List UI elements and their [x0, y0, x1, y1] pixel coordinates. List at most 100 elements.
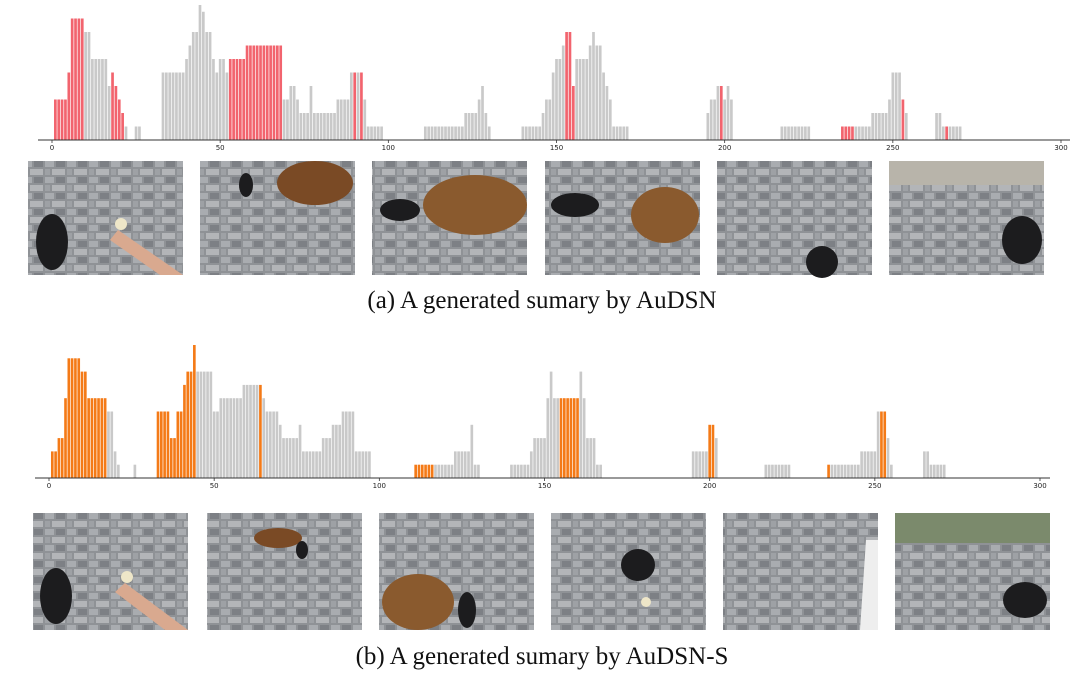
bar [844, 126, 848, 140]
bar [881, 113, 885, 140]
thumbnail [207, 513, 362, 630]
bar [861, 126, 864, 140]
bar [205, 32, 209, 140]
bar [723, 99, 727, 140]
bar [841, 126, 844, 140]
bar [450, 126, 454, 140]
bar [198, 5, 202, 140]
bar [87, 398, 90, 478]
bar [430, 464, 434, 478]
bar [784, 464, 787, 478]
bar [262, 45, 266, 140]
bar [173, 438, 176, 478]
bar [417, 464, 421, 478]
bar [807, 126, 811, 140]
bar [691, 451, 695, 478]
bar [880, 411, 883, 478]
bar [193, 345, 196, 478]
bar [546, 398, 550, 478]
bar [84, 371, 87, 478]
bar [195, 32, 198, 140]
bar [235, 398, 239, 478]
bar [259, 45, 262, 140]
bar [787, 126, 790, 140]
bar [138, 126, 141, 140]
bar [589, 438, 593, 478]
bar [97, 398, 100, 478]
bar [319, 113, 323, 140]
bar [528, 126, 531, 140]
bar [298, 424, 302, 478]
caption: (a) A generated sumary by AuDSN [367, 287, 716, 314]
bar [54, 99, 57, 140]
bar [235, 59, 239, 140]
bar [255, 45, 259, 140]
bar [780, 126, 784, 140]
bar [871, 113, 874, 140]
bar [178, 72, 182, 140]
bar [360, 72, 363, 140]
bar [420, 464, 424, 478]
bar [524, 126, 528, 140]
x-tick-label: 50 [216, 144, 225, 152]
bar [767, 464, 771, 478]
bar [559, 398, 563, 478]
bar [323, 113, 326, 140]
bar [575, 59, 579, 140]
bar [305, 451, 308, 478]
bar [886, 438, 890, 478]
bar [901, 99, 905, 140]
bar [169, 438, 173, 478]
bar [341, 411, 345, 478]
bar [60, 99, 64, 140]
bar [171, 72, 175, 140]
bar [80, 18, 84, 140]
bar [709, 99, 713, 140]
bar [156, 411, 160, 478]
bar [212, 59, 215, 140]
bar [209, 371, 213, 478]
bar [440, 464, 444, 478]
bar [708, 424, 711, 478]
bar [346, 99, 350, 140]
bar [111, 72, 114, 140]
bar [278, 424, 282, 478]
bar [107, 411, 110, 478]
bar [168, 72, 172, 140]
bar [336, 99, 340, 140]
bar [70, 358, 74, 478]
bar [272, 411, 275, 478]
bar [526, 464, 530, 478]
bar [534, 126, 538, 140]
bar [843, 464, 847, 478]
bar [64, 99, 67, 140]
bar [219, 398, 223, 478]
bar [70, 18, 74, 140]
bar [958, 126, 962, 140]
bar [463, 451, 467, 478]
bar [538, 126, 542, 140]
bar [447, 126, 451, 140]
bar [166, 411, 170, 478]
bar [176, 411, 180, 478]
bar [602, 72, 605, 140]
thumbnail [545, 161, 700, 275]
bar [296, 99, 299, 140]
bar [434, 464, 437, 478]
bar [582, 398, 586, 478]
bar [239, 398, 242, 478]
thumbnail [200, 161, 355, 275]
bar [269, 45, 272, 140]
bar [286, 99, 289, 140]
bar [434, 126, 437, 140]
bar [285, 438, 289, 478]
bar [926, 451, 930, 478]
bar [302, 451, 305, 478]
thumbnail [717, 161, 872, 278]
bar [91, 59, 94, 140]
bar [188, 45, 192, 140]
x-tick-label: 300 [1033, 482, 1046, 490]
bar [282, 99, 286, 140]
bar [851, 126, 854, 140]
bar [312, 113, 316, 140]
